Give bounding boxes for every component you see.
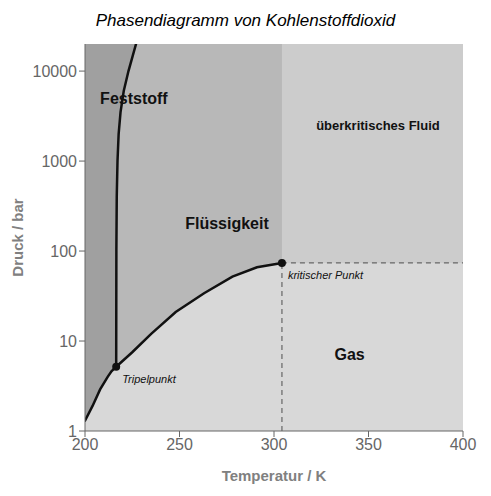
html-text:Phasendiagramm von Kohlenstoff: Phasendiagramm von Kohlenstoffdioxid xyxy=(95,11,396,30)
svg-text:Feststoff: Feststoff xyxy=(100,90,168,107)
svg-text:10000: 10000 xyxy=(33,63,78,80)
svg-text:1000: 1000 xyxy=(41,153,77,170)
svg-text:300: 300 xyxy=(261,436,288,453)
svg-text:1: 1 xyxy=(68,423,77,440)
svg-text:200: 200 xyxy=(71,436,99,454)
svg-text:350: 350 xyxy=(355,436,382,453)
svg-text:10: 10 xyxy=(59,333,77,350)
svg-text:überkritisches Fluid: überkritisches Fluid xyxy=(316,118,440,133)
svg-text:Tripelpunkt: Tripelpunkt xyxy=(122,373,177,385)
svg-text:100: 100 xyxy=(50,243,77,260)
svg-text:Druck / bar: Druck / bar xyxy=(9,198,26,277)
svg-text:400: 400 xyxy=(450,436,477,453)
svg-text:Flüssigkeit: Flüssigkeit xyxy=(185,215,269,232)
svg-text:kritischer Punkt: kritischer Punkt xyxy=(288,269,364,281)
svg-text:250: 250 xyxy=(166,436,193,453)
svg-text:Gas: Gas xyxy=(334,346,364,363)
svg-text:Temperatur / K: Temperatur / K xyxy=(222,467,327,484)
